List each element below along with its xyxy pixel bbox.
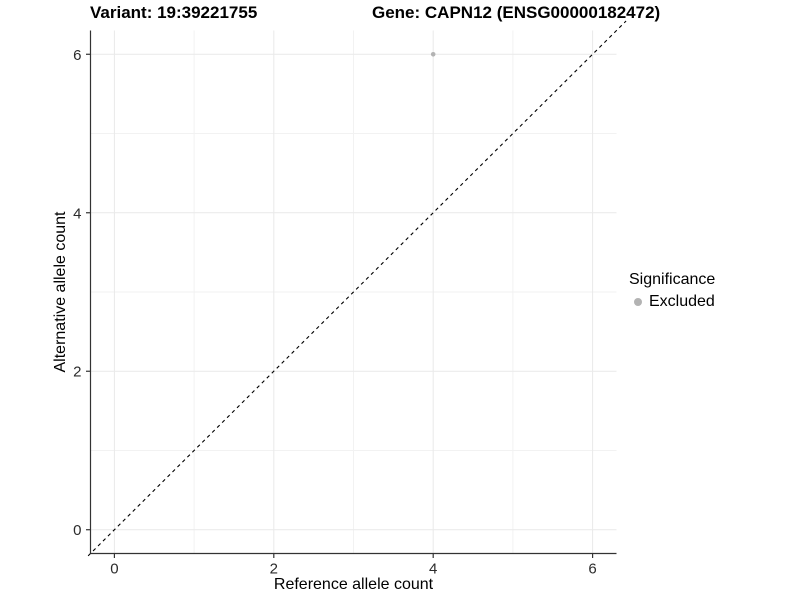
legend-entry-excluded: Excluded — [629, 293, 715, 311]
legend-point-icon — [634, 298, 642, 306]
legend-entry-label: Excluded — [649, 293, 715, 310]
y-tick-label: 0 — [73, 522, 81, 539]
identity-reference-line — [87, 20, 627, 557]
plot-title-gene: Gene: CAPN12 (ENSG00000182472) — [372, 3, 661, 22]
x-tick-label: 2 — [270, 561, 278, 578]
x-axis-title: Reference allele count — [273, 576, 434, 593]
x-tick-label: 0 — [110, 561, 118, 578]
data-point — [430, 51, 436, 57]
y-axis-title: Alternative allele count — [52, 211, 69, 373]
y-tick-label: 6 — [73, 47, 81, 64]
legend: Significance Excluded — [629, 271, 715, 311]
y-tick-label: 4 — [73, 205, 81, 222]
legend-title: Significance — [629, 271, 716, 288]
plot-title-variant: Variant: 19:39221755 — [90, 3, 258, 22]
x-tick-label: 4 — [429, 561, 437, 578]
x-tick-label: 6 — [588, 561, 596, 578]
y-tick-label: 2 — [73, 364, 81, 381]
